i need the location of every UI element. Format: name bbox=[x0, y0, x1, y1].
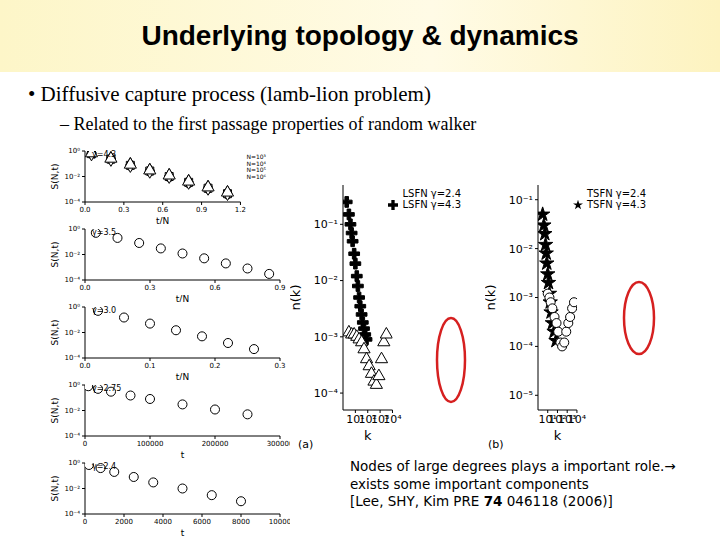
svg-text:6000: 6000 bbox=[193, 518, 211, 526]
svg-text:t/N: t/N bbox=[176, 294, 189, 302]
svg-text:10⁻²: 10⁻² bbox=[65, 329, 81, 337]
svg-text:S(N,t): S(N,t) bbox=[50, 398, 60, 424]
html-text:• Diffusive capture process (l: • Diffusive capture process (lamb-lion p… bbox=[28, 82, 431, 106]
svg-text:10⁰: 10⁰ bbox=[68, 303, 80, 311]
svg-text:10⁻⁴: 10⁻⁴ bbox=[65, 276, 81, 284]
svg-text:t: t bbox=[181, 528, 185, 536]
svg-text:10⁻¹: 10⁻¹ bbox=[314, 218, 338, 231]
svg-text:S(N,t): S(N,t) bbox=[50, 320, 60, 346]
svg-text:10000: 10000 bbox=[269, 518, 290, 526]
svg-text:n(k): n(k) bbox=[290, 285, 303, 311]
svg-text:4000: 4000 bbox=[154, 518, 172, 526]
svg-text:0.6: 0.6 bbox=[209, 284, 221, 292]
svg-text:10⁻²: 10⁻² bbox=[65, 251, 81, 259]
svg-text:0.3: 0.3 bbox=[144, 284, 155, 292]
html-text:γ=2.4: γ=2.4 bbox=[92, 462, 117, 471]
svg-text:10⁻⁵: 10⁻⁵ bbox=[509, 389, 533, 402]
html-text:N=10⁴: N=10⁴ bbox=[246, 159, 266, 167]
svg-text:10⁻³: 10⁻³ bbox=[314, 331, 338, 344]
svg-text:10⁻²: 10⁻² bbox=[509, 243, 533, 256]
svg-text:S(N,t): S(N,t) bbox=[50, 242, 60, 268]
svg-text:0.0: 0.0 bbox=[79, 362, 90, 370]
svg-text:0.0: 0.0 bbox=[79, 206, 90, 214]
svg-text:10⁻²: 10⁻² bbox=[65, 173, 81, 181]
svg-text:10⁻⁴: 10⁻⁴ bbox=[65, 198, 81, 206]
svg-text:10⁻³: 10⁻³ bbox=[509, 291, 533, 304]
html-text:TSFN γ=2.4: TSFN γ=2.4 bbox=[586, 188, 646, 199]
html-text:γ=2.75: γ=2.75 bbox=[92, 384, 122, 393]
html-text:γ=3.0: γ=3.0 bbox=[92, 306, 117, 315]
svg-text:t: t bbox=[181, 450, 185, 458]
svg-text:2000: 2000 bbox=[115, 518, 133, 526]
svg-text:k: k bbox=[554, 428, 562, 440]
svg-text:0.0: 0.0 bbox=[79, 284, 90, 292]
html-text:Nodes of large degrees plays a: Nodes of large degrees plays a important… bbox=[350, 458, 676, 492]
html-text:N=10⁶: N=10⁶ bbox=[246, 172, 266, 180]
html-text:Underlying topology & dynamics: Underlying topology & dynamics bbox=[141, 20, 579, 51]
svg-text:10⁻²: 10⁻² bbox=[65, 407, 81, 415]
svg-text:10⁻⁴: 10⁻⁴ bbox=[65, 432, 81, 440]
svg-text:10³: 10³ bbox=[370, 412, 390, 426]
html-text:γ=4.3: γ=4.3 bbox=[92, 150, 117, 159]
svg-text:10⁻⁴: 10⁻⁴ bbox=[65, 510, 81, 518]
html-text:TSFN γ=4.3: TSFN γ=4.3 bbox=[586, 199, 646, 210]
svg-text:10⁻⁴: 10⁻⁴ bbox=[65, 354, 81, 362]
svg-text:0.3: 0.3 bbox=[274, 362, 285, 370]
svg-text:10⁻¹: 10⁻¹ bbox=[509, 194, 533, 207]
svg-text:10⁻⁴: 10⁻⁴ bbox=[509, 340, 534, 353]
svg-text:10⁰: 10⁰ bbox=[68, 225, 80, 233]
svg-text:0.9: 0.9 bbox=[274, 284, 285, 292]
svg-text:0.3: 0.3 bbox=[118, 206, 129, 214]
svg-text:8000: 8000 bbox=[232, 518, 250, 526]
svg-text:0.1: 0.1 bbox=[144, 362, 155, 370]
svg-text:0: 0 bbox=[83, 518, 87, 526]
svg-text:10⁰: 10⁰ bbox=[68, 147, 80, 155]
svg-text:200000: 200000 bbox=[202, 440, 229, 448]
html-text:N=10³: N=10³ bbox=[246, 153, 266, 160]
svg-text:10²: 10² bbox=[358, 412, 377, 426]
svg-text:0.2: 0.2 bbox=[209, 362, 220, 370]
svg-text:10⁻⁴: 10⁻⁴ bbox=[314, 387, 339, 400]
svg-text:t/N: t/N bbox=[176, 372, 189, 380]
svg-text:10⁴: 10⁴ bbox=[568, 413, 587, 426]
svg-text:10⁰: 10⁰ bbox=[68, 381, 80, 389]
svg-text:300000: 300000 bbox=[267, 440, 290, 448]
html-text:[Lee, SHY, Kim PRE 74 046118 (: [Lee, SHY, Kim PRE 74 046118 (2006)] bbox=[350, 493, 613, 510]
html-text:(a): (a) bbox=[298, 438, 314, 451]
svg-text:10¹: 10¹ bbox=[346, 412, 365, 426]
svg-text:10⁻²: 10⁻² bbox=[314, 274, 338, 287]
svg-text:10⁴: 10⁴ bbox=[383, 413, 402, 426]
svg-text:0.9: 0.9 bbox=[196, 206, 207, 214]
html-text:N=10⁵: N=10⁵ bbox=[246, 166, 266, 174]
svg-text:10⁰: 10⁰ bbox=[68, 459, 80, 467]
html-text:(b): (b) bbox=[488, 438, 504, 451]
svg-text:k: k bbox=[364, 428, 372, 440]
svg-text:S(N,t): S(N,t) bbox=[50, 164, 60, 190]
html-text:γ=3.5: γ=3.5 bbox=[92, 228, 117, 237]
svg-text:1.2: 1.2 bbox=[235, 206, 246, 214]
svg-text:100000: 100000 bbox=[137, 440, 164, 448]
svg-text:n(k): n(k) bbox=[485, 285, 498, 311]
html-text:– Related to the first passage: – Related to the first passage propertie… bbox=[60, 114, 477, 134]
html-text:LSFN γ=2.4: LSFN γ=2.4 bbox=[402, 188, 461, 199]
svg-text:0.6: 0.6 bbox=[157, 206, 169, 214]
html-text:LSFN γ=4.3: LSFN γ=4.3 bbox=[402, 199, 461, 210]
svg-text:10⁻²: 10⁻² bbox=[65, 485, 81, 493]
svg-text:0: 0 bbox=[83, 440, 87, 448]
svg-text:t/N: t/N bbox=[156, 216, 169, 224]
svg-text:S(N,t): S(N,t) bbox=[50, 476, 60, 502]
